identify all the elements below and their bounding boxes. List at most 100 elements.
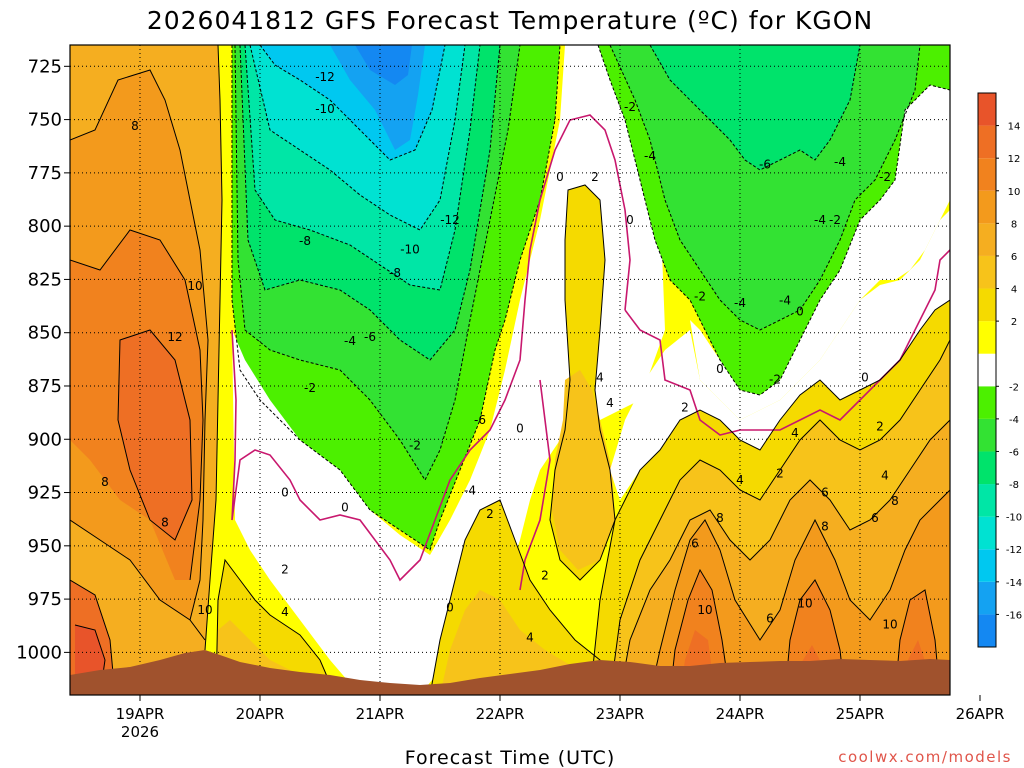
contour-label: -10: [400, 243, 420, 257]
contour-label: -8: [299, 234, 311, 248]
contour-label: 6: [766, 611, 774, 625]
x-tick-label: 22APR: [476, 705, 525, 723]
colorbar-swatch: [978, 581, 996, 615]
x-year-label: 2026: [121, 723, 159, 741]
contour-label: -4: [814, 213, 826, 227]
colorbar-tick-label: 6: [1011, 252, 1017, 263]
colorbar-tick-label: -12: [1006, 545, 1022, 556]
colorbar-tick-label: -6: [1009, 447, 1019, 458]
contour-label: -2: [829, 213, 841, 227]
y-tick-label: 925: [28, 483, 62, 504]
x-tick-label: 19APR: [116, 705, 165, 723]
contour-label: 0: [861, 370, 869, 384]
isotherm-zero: [231, 114, 950, 591]
chart-title: 2026041812 GFS Forecast Temperature (ºC)…: [147, 6, 873, 35]
contour-label: 6: [871, 511, 879, 525]
x-tick-label: 21APR: [356, 705, 405, 723]
contour-label: 8: [131, 119, 139, 133]
fill-minus16: [355, 45, 412, 85]
colorbar-tick-label: 14: [1008, 122, 1021, 133]
contour-label: -2: [304, 381, 316, 395]
contour-label: 2: [541, 569, 549, 583]
fill-minus4-late: [610, 45, 920, 330]
contour-label: -4: [344, 334, 356, 348]
colorbar-tick-label: 4: [1011, 285, 1017, 296]
y-tick-label: 950: [28, 536, 62, 557]
y-tick-label: 725: [28, 56, 62, 77]
colorbar-tick-label: 2: [1011, 317, 1017, 328]
contour-label: -6: [759, 157, 771, 171]
contour-label: 0: [556, 170, 564, 184]
y-tick-label: 800: [28, 216, 62, 237]
contour-label: -6: [364, 330, 376, 344]
contour-label: 4: [881, 468, 889, 482]
colorbar-tick-label: 10: [1008, 187, 1021, 198]
colorbar-swatch: [978, 93, 996, 126]
colorbar-swatch: [978, 125, 996, 159]
contour-label: 0: [626, 213, 634, 227]
contour-label: 12: [167, 330, 182, 344]
isotherms-positive: [70, 45, 950, 695]
x-tick-label: 20APR: [236, 705, 285, 723]
colorbar-swatch: [978, 223, 996, 256]
x-tick-label: 23APR: [596, 705, 645, 723]
contour-label: -4: [734, 296, 746, 310]
contour-label: 2: [281, 562, 289, 576]
y-axis: 725 750 775 800 825 850 875 900 925 950 975 1000: [16, 56, 70, 663]
contour-label: 6: [821, 486, 829, 500]
colorbar-swatch: [978, 516, 996, 550]
colorbar-swatch: [978, 321, 996, 354]
y-tick-label: 1000: [16, 642, 62, 663]
colorbar-tick-label: -16: [1006, 610, 1022, 621]
colorbar-tick-label: -10: [1006, 513, 1022, 524]
fill-white-late-top: [690, 85, 950, 420]
contour-label: -2: [409, 439, 421, 453]
colorbar-swatch: [978, 451, 996, 485]
contour-label: -4: [834, 155, 846, 169]
contour-label: -8: [389, 266, 401, 280]
contour-label: -12: [440, 213, 460, 227]
contour-label: 8: [821, 520, 829, 534]
y-tick-label: 875: [28, 376, 62, 397]
contour-label: 10: [882, 618, 897, 632]
y-tick-label: 775: [28, 163, 62, 184]
contour-label: 2: [591, 170, 599, 184]
colorbar-tick-label: -2: [1009, 382, 1019, 393]
fill-white-late-mid: [610, 210, 950, 500]
contour-label: 10: [797, 596, 812, 610]
colorbar-swatch: [978, 190, 996, 224]
credit-text: coolwx.com/models: [838, 748, 1012, 766]
contour-label: -10: [315, 102, 335, 116]
x-tick-label: 24APR: [716, 705, 765, 723]
contour-label: 8: [101, 475, 109, 489]
contour-label: -2: [879, 170, 891, 184]
contour-label: -2: [694, 289, 706, 303]
contour-label: 8: [161, 515, 169, 529]
colorbar-frame: [977, 92, 997, 648]
contour-label: 10: [187, 279, 202, 293]
x-tick-label: 26APR: [956, 705, 1005, 723]
x-axis: 19APR 20APR 21APR 22APR 23APR 24APR 25APR 26APR…: [116, 695, 1005, 741]
contour-label: 4: [526, 630, 534, 644]
contour-label: -2: [624, 100, 636, 114]
fill-minus6-late: [650, 45, 860, 170]
contour-labels: 810128810-12-10-8-12-10-8-6-4-2-6-2-4000…: [101, 70, 899, 685]
contour-label: 2: [681, 400, 689, 414]
plot-frame: [69, 44, 951, 696]
colorbar: 14 12 10 8 6 4 2 -2 -4 -6 -8 -10 -12 -14 -16: [977, 92, 1022, 648]
contour-label: -4: [779, 294, 791, 308]
colorbar-tick-label: 12: [1008, 154, 1021, 165]
fill-late-10: [670, 570, 940, 695]
contour-label: -6: [474, 413, 486, 427]
contour-label: 4: [791, 426, 799, 440]
contour-label: 6: [691, 537, 699, 551]
colorbar-swatch: [978, 549, 996, 582]
y-tick-label: 900: [28, 429, 62, 450]
contour-label: 10: [197, 603, 212, 617]
contour-label: 4: [606, 396, 614, 410]
colorbar-swatch: [978, 353, 996, 387]
contour-label: 0: [516, 422, 524, 436]
colorbar-swatch: [978, 418, 996, 452]
fill-12-early: [118, 330, 192, 540]
